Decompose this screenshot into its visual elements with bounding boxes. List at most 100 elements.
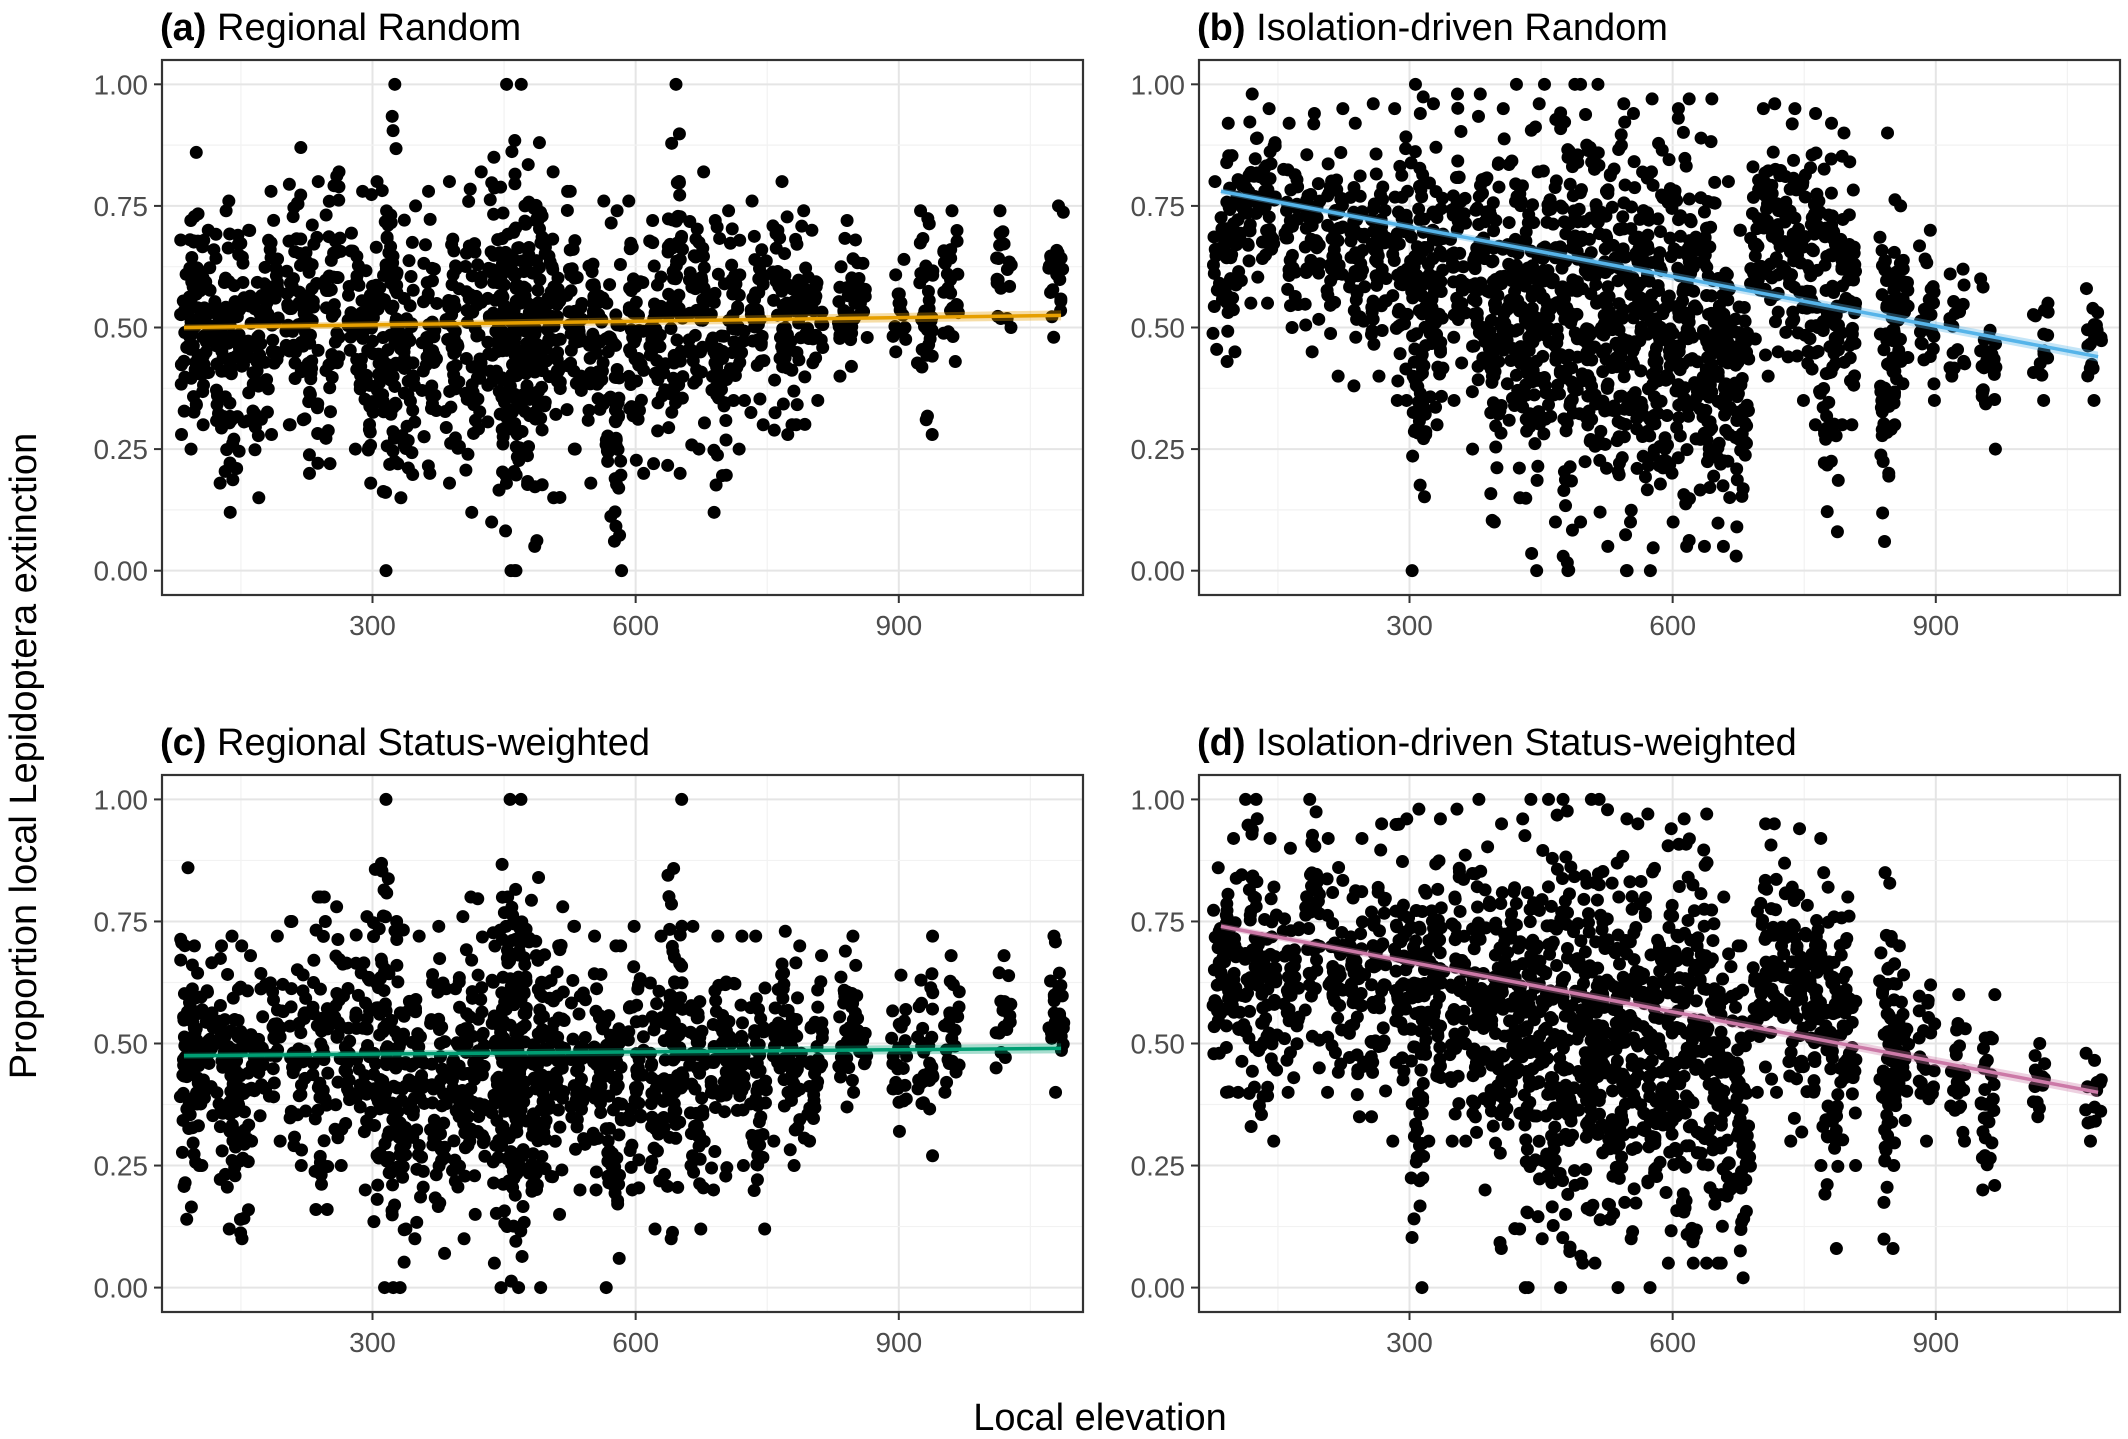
data-point [468,1207,482,1221]
data-point [1836,212,1850,226]
data-point [1413,179,1427,193]
data-point [1715,315,1729,329]
data-point [1573,407,1587,421]
data-point [683,342,697,356]
data-point [1491,157,1505,171]
data-point [388,1198,402,1212]
data-point [1771,204,1785,218]
data-point [756,418,770,432]
data-point [1348,116,1362,130]
data-point [363,417,377,431]
data-point [1207,230,1221,244]
data-point [1540,215,1554,229]
data-point [1601,539,1615,553]
data-point [665,213,679,227]
data-point [1829,429,1843,443]
data-point [1733,348,1747,362]
data-point [258,355,272,369]
data-point [1208,175,1222,189]
data-point [189,1087,203,1101]
data-point [1607,162,1621,176]
data-point [1500,377,1514,391]
data-point [1451,313,1465,327]
data-point [306,1056,320,1070]
data-point [546,262,560,276]
data-point [1587,162,1601,176]
data-point [1923,350,1937,364]
data-point [669,259,683,273]
data-point [1784,245,1798,259]
data-point [464,1082,478,1096]
data-point [1327,242,1341,256]
data-point [595,373,609,387]
data-point [330,900,344,914]
data-point [1612,222,1626,236]
data-point [661,458,675,472]
data-point [1484,313,1498,327]
data-point [588,280,602,294]
data-point [213,1172,227,1186]
data-point [299,246,313,260]
data-point [1323,258,1337,272]
data-point [1390,393,1404,407]
data-point [1591,146,1605,160]
data-point [535,478,549,492]
data-point [1328,295,1342,309]
data-point [654,270,668,284]
data-point [1357,230,1371,244]
data-point [518,214,532,228]
data-point [1748,249,1762,263]
data-point [1623,403,1637,417]
data-point [1470,306,1484,320]
panel-title-text: Isolation-driven Random [1256,7,1668,49]
data-point [1798,168,1812,182]
data-point [637,466,651,480]
data-point [242,1118,256,1132]
data-point [550,374,564,388]
data-point [254,1079,268,1093]
data-point [624,236,638,250]
data-point [187,939,201,953]
data-point [1239,181,1253,195]
data-point [1703,415,1717,429]
data-point [1370,278,1384,292]
data-point [709,478,723,492]
data-point [390,958,404,972]
data-point [1366,312,1380,326]
data-point [485,1016,499,1030]
data-point [1641,459,1655,473]
data-point [1614,138,1628,152]
data-point [561,184,575,198]
data-point [1718,388,1732,402]
data-point [457,1232,471,1246]
data-point [1837,355,1851,369]
data-point [747,229,761,243]
data-point [417,430,431,444]
data-point [330,987,344,1001]
data-point [508,564,522,578]
data-point [1543,271,1557,285]
data-point [485,263,499,277]
data-point [586,305,600,319]
y-tick-label: 0.75 [1131,191,1186,222]
data-point [262,1089,276,1103]
data-point [1300,262,1314,276]
data-point [1548,515,1562,529]
data-point [313,1149,327,1163]
data-point [329,949,343,963]
data-point [1687,284,1701,298]
data-point [1715,339,1729,353]
data-point [1628,181,1642,195]
data-point [191,1119,205,1133]
data-point [1577,215,1591,229]
data-point [378,910,392,924]
data-point [190,1039,204,1053]
data-point [449,259,463,273]
data-point [1525,327,1539,341]
data-point [296,339,310,353]
data-point [485,515,499,529]
data-point [200,1015,214,1029]
data-point [310,230,324,244]
data-point [713,231,727,245]
